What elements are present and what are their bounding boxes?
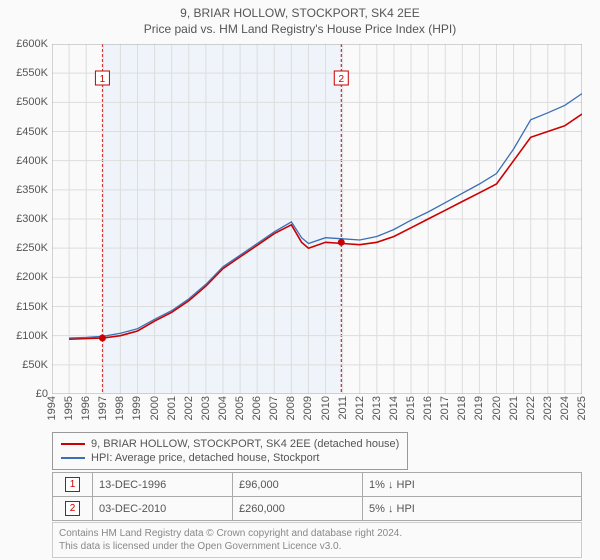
- legend-label: HPI: Average price, detached house, Stoc…: [91, 451, 320, 465]
- x-tick-label: 2010: [320, 396, 332, 420]
- x-tick-label: 2005: [234, 396, 246, 420]
- x-tick-label: 2025: [576, 396, 588, 420]
- x-tick-label: 2009: [302, 396, 314, 420]
- plot-area: 12: [52, 44, 582, 394]
- x-tick-label: 2008: [285, 396, 297, 420]
- legend-swatch: [61, 443, 85, 445]
- x-tick-label: 2003: [200, 396, 212, 420]
- license-line: This data is licensed under the Open Gov…: [59, 540, 575, 553]
- chart-subtitle: Price paid vs. HM Land Registry's House …: [0, 22, 600, 36]
- title-block: 9, BRIAR HOLLOW, STOCKPORT, SK4 2EE Pric…: [0, 0, 600, 36]
- x-tick-label: 2015: [405, 396, 417, 420]
- y-tick-label: £50K: [2, 359, 48, 371]
- legend-swatch: [61, 457, 85, 459]
- legend-item: HPI: Average price, detached house, Stoc…: [61, 451, 399, 465]
- svg-text:2: 2: [338, 74, 344, 85]
- x-tick-label: 2020: [491, 396, 503, 420]
- y-tick-label: £500K: [2, 96, 48, 108]
- legend-label: 9, BRIAR HOLLOW, STOCKPORT, SK4 2EE (det…: [91, 437, 399, 451]
- marker-delta: 5% ↓ HPI: [363, 497, 582, 521]
- legend: 9, BRIAR HOLLOW, STOCKPORT, SK4 2EE (det…: [52, 432, 408, 470]
- marker-price: £96,000: [233, 473, 363, 497]
- license-line: Contains HM Land Registry data © Crown c…: [59, 527, 575, 540]
- x-tick-label: 2002: [183, 396, 195, 420]
- x-tick-label: 1994: [46, 396, 58, 420]
- y-tick-label: £100K: [2, 330, 48, 342]
- x-tick-label: 2017: [439, 396, 451, 420]
- marker-badge: 2: [65, 501, 81, 516]
- table-row: 1 13-DEC-1996 £96,000 1% ↓ HPI: [53, 473, 582, 497]
- legend-item: 9, BRIAR HOLLOW, STOCKPORT, SK4 2EE (det…: [61, 437, 399, 451]
- marker-date: 13-DEC-1996: [93, 473, 233, 497]
- svg-text:1: 1: [100, 74, 106, 85]
- x-tick-label: 2013: [371, 396, 383, 420]
- marker-date: 03-DEC-2010: [93, 497, 233, 521]
- x-tick-label: 1998: [114, 396, 126, 420]
- x-tick-label: 1995: [63, 396, 75, 420]
- x-tick-label: 2011: [337, 396, 349, 420]
- marker-price: £260,000: [233, 497, 363, 521]
- x-tick-label: 2023: [542, 396, 554, 420]
- x-tick-label: 2004: [217, 396, 229, 420]
- chart-container: 9, BRIAR HOLLOW, STOCKPORT, SK4 2EE Pric…: [0, 0, 600, 560]
- x-tick-label: 2014: [388, 396, 400, 420]
- y-tick-label: £400K: [2, 155, 48, 167]
- x-tick-label: 2000: [149, 396, 161, 420]
- x-tick-label: 2019: [473, 396, 485, 420]
- plot-svg: 12: [52, 44, 582, 394]
- x-tick-label: 2018: [456, 396, 468, 420]
- y-tick-label: £0: [2, 388, 48, 400]
- y-tick-label: £250K: [2, 242, 48, 254]
- x-tick-label: 1996: [80, 396, 92, 420]
- x-tick-label: 2024: [559, 396, 571, 420]
- y-tick-label: £150K: [2, 301, 48, 313]
- x-tick-label: 1999: [131, 396, 143, 420]
- marker-table: 1 13-DEC-1996 £96,000 1% ↓ HPI 2 03-DEC-…: [52, 472, 582, 521]
- license-block: Contains HM Land Registry data © Crown c…: [52, 522, 582, 558]
- x-tick-label: 2021: [508, 396, 520, 420]
- x-tick-label: 2006: [251, 396, 263, 420]
- y-tick-label: £450K: [2, 126, 48, 138]
- x-tick-label: 2007: [268, 396, 280, 420]
- chart-title: 9, BRIAR HOLLOW, STOCKPORT, SK4 2EE: [0, 6, 600, 20]
- y-tick-label: £600K: [2, 38, 48, 50]
- y-tick-label: £550K: [2, 67, 48, 79]
- marker-delta: 1% ↓ HPI: [363, 473, 582, 497]
- x-tick-label: 2012: [354, 396, 366, 420]
- x-tick-label: 2016: [422, 396, 434, 420]
- marker-badge: 1: [65, 477, 81, 492]
- x-tick-label: 2001: [166, 396, 178, 420]
- x-tick-label: 2022: [525, 396, 537, 420]
- y-tick-label: £300K: [2, 213, 48, 225]
- x-tick-label: 1997: [97, 396, 109, 420]
- y-tick-label: £350K: [2, 184, 48, 196]
- table-row: 2 03-DEC-2010 £260,000 5% ↓ HPI: [53, 497, 582, 521]
- y-tick-label: £200K: [2, 271, 48, 283]
